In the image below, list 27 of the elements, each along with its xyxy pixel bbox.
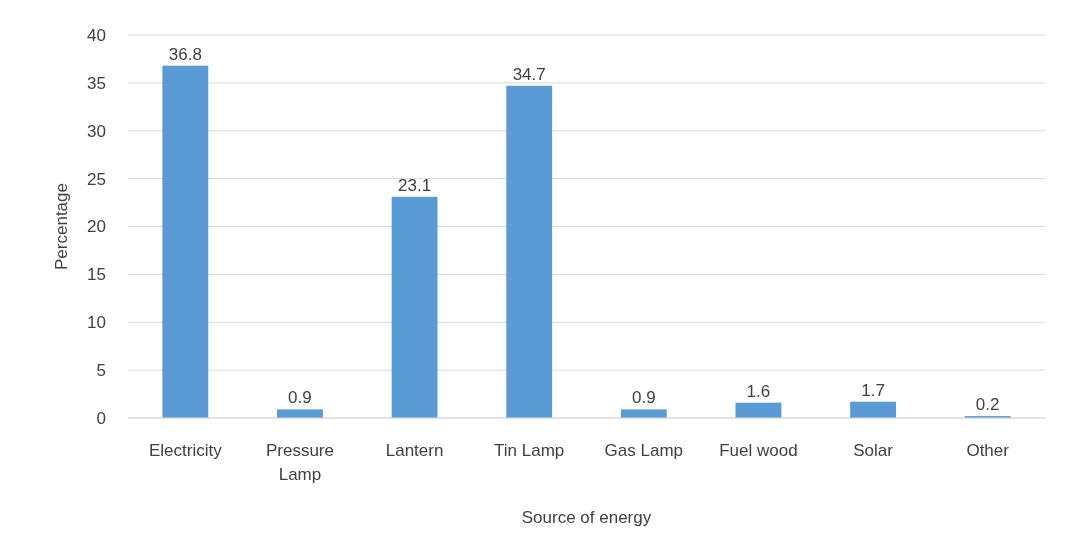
x-axis-title: Source of energy <box>521 508 652 527</box>
x-tick-label: Tin Lamp <box>494 441 565 460</box>
data-label: 0.9 <box>631 388 656 408</box>
y-tick-label: 20 <box>87 217 106 237</box>
x-tick-label: Lantern <box>385 441 444 460</box>
y-tick-label: 5 <box>96 361 106 381</box>
x-tick-label: Fuel wood <box>719 441 798 460</box>
y-tick-label: 10 <box>87 313 106 333</box>
data-label: 1.6 <box>746 381 771 401</box>
data-label: 1.7 <box>861 380 885 400</box>
y-tick-label: 25 <box>87 169 106 189</box>
data-label: 34.7 <box>512 64 546 84</box>
y-tick-label: 0 <box>96 408 106 428</box>
x-tick-label: Other <box>966 441 1010 460</box>
y-tick-label: 15 <box>87 265 106 285</box>
data-label: 23.1 <box>398 175 432 195</box>
x-tick-label: Solar <box>853 441 894 460</box>
x-tick-label: Gas Lamp <box>604 441 684 460</box>
y-axis-title: Percentage <box>52 183 71 270</box>
data-label: 36.8 <box>168 44 202 64</box>
x-tick-label: Pressure Lamp <box>265 441 334 484</box>
data-label: 0.2 <box>975 395 1000 415</box>
y-tick-label: 35 <box>87 73 106 93</box>
x-tick-label: Electricity <box>148 441 223 460</box>
y-tick-label: 30 <box>87 121 106 141</box>
y-tick-label: 40 <box>87 25 106 45</box>
data-label: 0.9 <box>288 388 312 408</box>
